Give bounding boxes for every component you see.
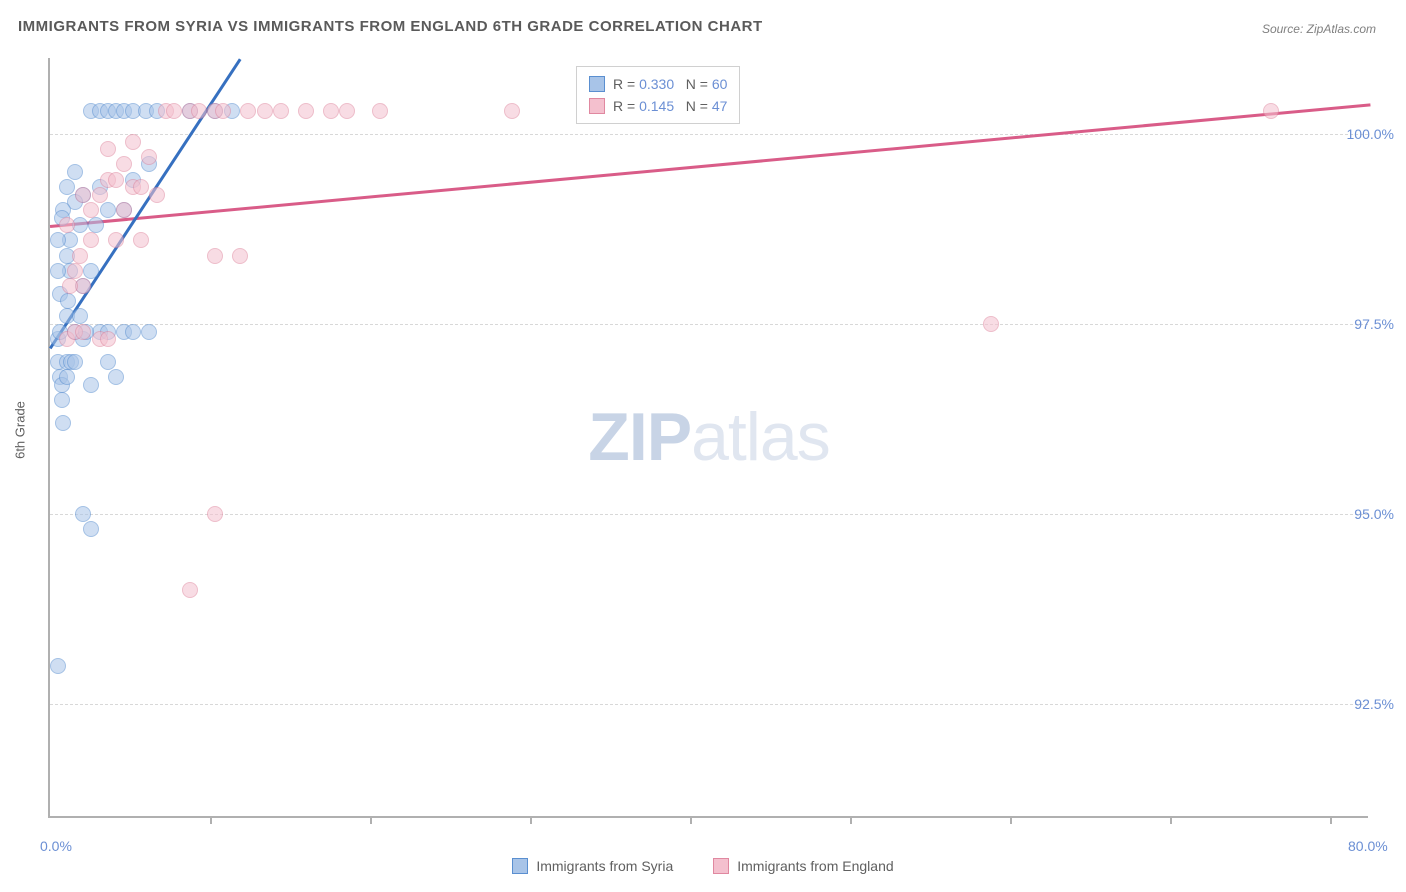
chart-source: Source: ZipAtlas.com <box>1262 22 1376 36</box>
data-point <box>50 263 66 279</box>
data-point <box>125 324 141 340</box>
data-point <box>207 248 223 264</box>
data-point <box>1263 103 1279 119</box>
data-point <box>100 141 116 157</box>
y-tick-label: 97.5% <box>1354 316 1394 332</box>
data-point <box>100 331 116 347</box>
data-point <box>125 134 141 150</box>
legend-swatch <box>589 76 605 92</box>
y-tick-label: 92.5% <box>1354 696 1394 712</box>
data-point <box>100 354 116 370</box>
data-point <box>983 316 999 332</box>
watermark-logo: ZIPatlas <box>588 398 829 476</box>
legend-swatch <box>713 858 729 874</box>
data-point <box>60 293 76 309</box>
legend-item: Immigrants from England <box>713 858 893 874</box>
data-point <box>504 103 520 119</box>
x-tick-label: 80.0% <box>1348 838 1388 854</box>
x-tick <box>210 816 212 824</box>
data-point <box>59 179 75 195</box>
data-point <box>141 324 157 340</box>
stats-box: R = 0.330 N = 60 R = 0.145 N = 47 <box>576 66 740 124</box>
x-tick <box>850 816 852 824</box>
data-point <box>108 172 124 188</box>
data-point <box>83 521 99 537</box>
chart-plot-area: ZIPatlas <box>48 58 1368 818</box>
data-point <box>72 248 88 264</box>
data-point <box>191 103 207 119</box>
x-tick <box>1170 816 1172 824</box>
y-tick-label: 95.0% <box>1354 506 1394 522</box>
data-point <box>88 217 104 233</box>
data-point <box>67 263 83 279</box>
data-point <box>108 232 124 248</box>
data-point <box>215 103 231 119</box>
data-point <box>83 202 99 218</box>
data-point <box>339 103 355 119</box>
data-point <box>149 187 165 203</box>
data-point <box>141 149 157 165</box>
stats-text: R = 0.145 N = 47 <box>613 98 727 114</box>
data-point <box>372 103 388 119</box>
stats-text: R = 0.330 N = 60 <box>613 76 727 92</box>
chart-title: IMMIGRANTS FROM SYRIA VS IMMIGRANTS FROM… <box>18 18 763 35</box>
data-point <box>83 263 99 279</box>
data-point <box>92 187 108 203</box>
data-point <box>100 202 116 218</box>
data-point <box>273 103 289 119</box>
data-point <box>166 103 182 119</box>
gridline <box>50 704 1368 705</box>
x-tick <box>1330 816 1332 824</box>
y-axis-label: 6th Grade <box>13 401 28 459</box>
data-point <box>133 232 149 248</box>
x-tick <box>370 816 372 824</box>
legend-item: Immigrants from Syria <box>512 858 673 874</box>
data-point <box>75 324 91 340</box>
data-point <box>133 179 149 195</box>
data-point <box>323 103 339 119</box>
data-point <box>55 415 71 431</box>
data-point <box>75 506 91 522</box>
gridline <box>50 514 1368 515</box>
data-point <box>75 187 91 203</box>
y-tick-label: 100.0% <box>1347 126 1394 142</box>
gridline <box>50 324 1368 325</box>
data-point <box>116 202 132 218</box>
legend-label: Immigrants from Syria <box>536 858 673 874</box>
data-point <box>232 248 248 264</box>
data-point <box>62 278 78 294</box>
data-point <box>298 103 314 119</box>
x-tick <box>1010 816 1012 824</box>
data-point <box>257 103 273 119</box>
x-tick-label: 0.0% <box>40 838 72 854</box>
data-point <box>50 232 66 248</box>
data-point <box>67 164 83 180</box>
legend-swatch <box>589 98 605 114</box>
gridline <box>50 134 1368 135</box>
data-point <box>83 377 99 393</box>
data-point <box>59 369 75 385</box>
x-tick <box>690 816 692 824</box>
data-point <box>67 354 83 370</box>
legend-swatch <box>512 858 528 874</box>
data-point <box>207 506 223 522</box>
data-point <box>108 369 124 385</box>
legend-label: Immigrants from England <box>737 858 893 874</box>
data-point <box>240 103 256 119</box>
data-point <box>54 392 70 408</box>
data-point <box>72 308 88 324</box>
data-point <box>116 156 132 172</box>
data-point <box>50 658 66 674</box>
data-point <box>59 217 75 233</box>
bottom-legend: Immigrants from Syria Immigrants from Eng… <box>0 858 1406 874</box>
data-point <box>83 232 99 248</box>
x-tick <box>530 816 532 824</box>
data-point <box>182 582 198 598</box>
